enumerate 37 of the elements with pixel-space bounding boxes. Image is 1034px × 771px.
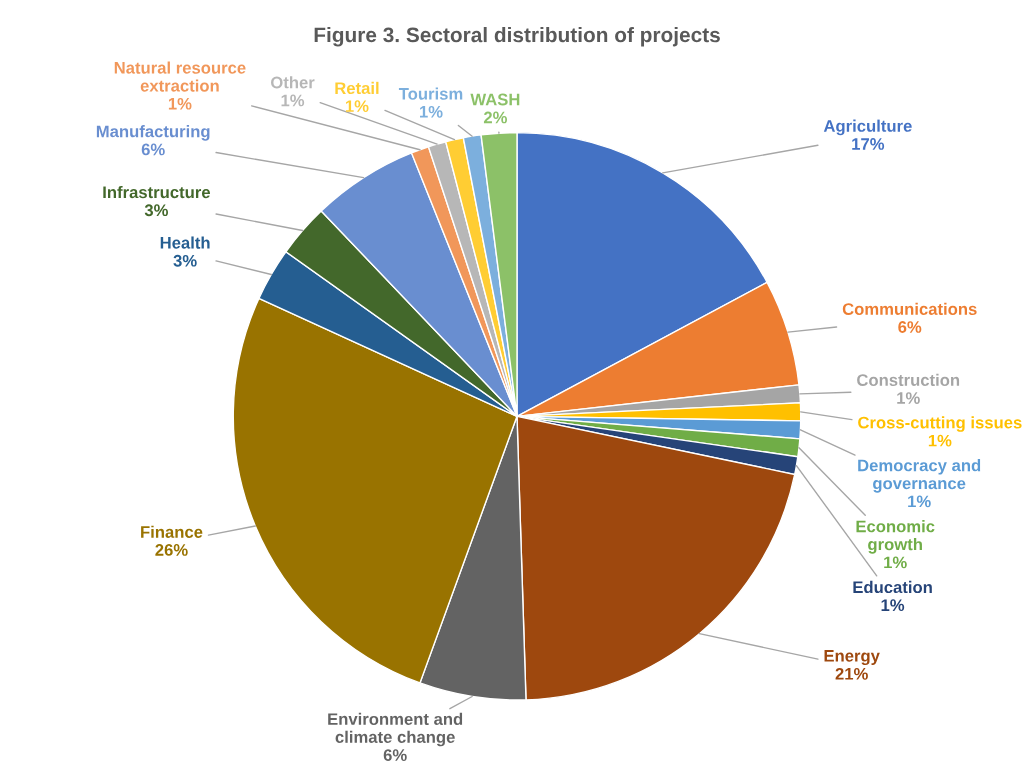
data-label: 6% [141,143,165,156]
slice-label: Energy [824,650,880,666]
slice-label: Other [271,76,315,89]
data-label: 1% [928,434,952,447]
data-label: 26% [155,544,188,556]
slice-label: Environment and climate change [328,712,463,747]
data-label: 1% [908,495,931,508]
chart-title: Figure 3. Sectoral distribution of projects [314,26,720,47]
slice-label: Natural resource extraction [114,61,246,92]
slice-label: Democracy and governance [858,459,981,493]
slice-label: Education [853,580,932,594]
slice-label: Finance [141,525,203,538]
slice-label: Construction [857,373,960,386]
slice-label: Infrastructure [103,185,211,199]
data-label: 21% [835,667,868,680]
slice-label: Cross-cutting issues [858,416,1022,432]
data-label: 1% [884,556,907,569]
slice-label: Manufacturing [96,125,210,141]
data-label: 1% [168,97,192,110]
data-label: 1% [881,599,905,612]
data-label: 6% [383,749,407,761]
slice-label: Health [160,236,210,249]
data-label: 3% [173,254,197,267]
slice-label: Economic growth [856,520,935,554]
data-label: 1% [420,105,443,118]
slice-label: Tourism [398,87,463,100]
data-label: 2% [483,111,508,124]
data-label: 6% [898,321,922,333]
data-label: 1% [345,100,369,112]
data-label: 3% [144,204,168,217]
slice-label: Communications [842,302,977,315]
data-label: 1% [281,94,305,107]
slice-label: Retail [335,81,379,95]
slice-label: WASH [470,93,520,106]
slice-label: Agriculture [823,119,912,136]
data-label: 1% [897,392,920,404]
data-label: 17% [852,138,885,150]
